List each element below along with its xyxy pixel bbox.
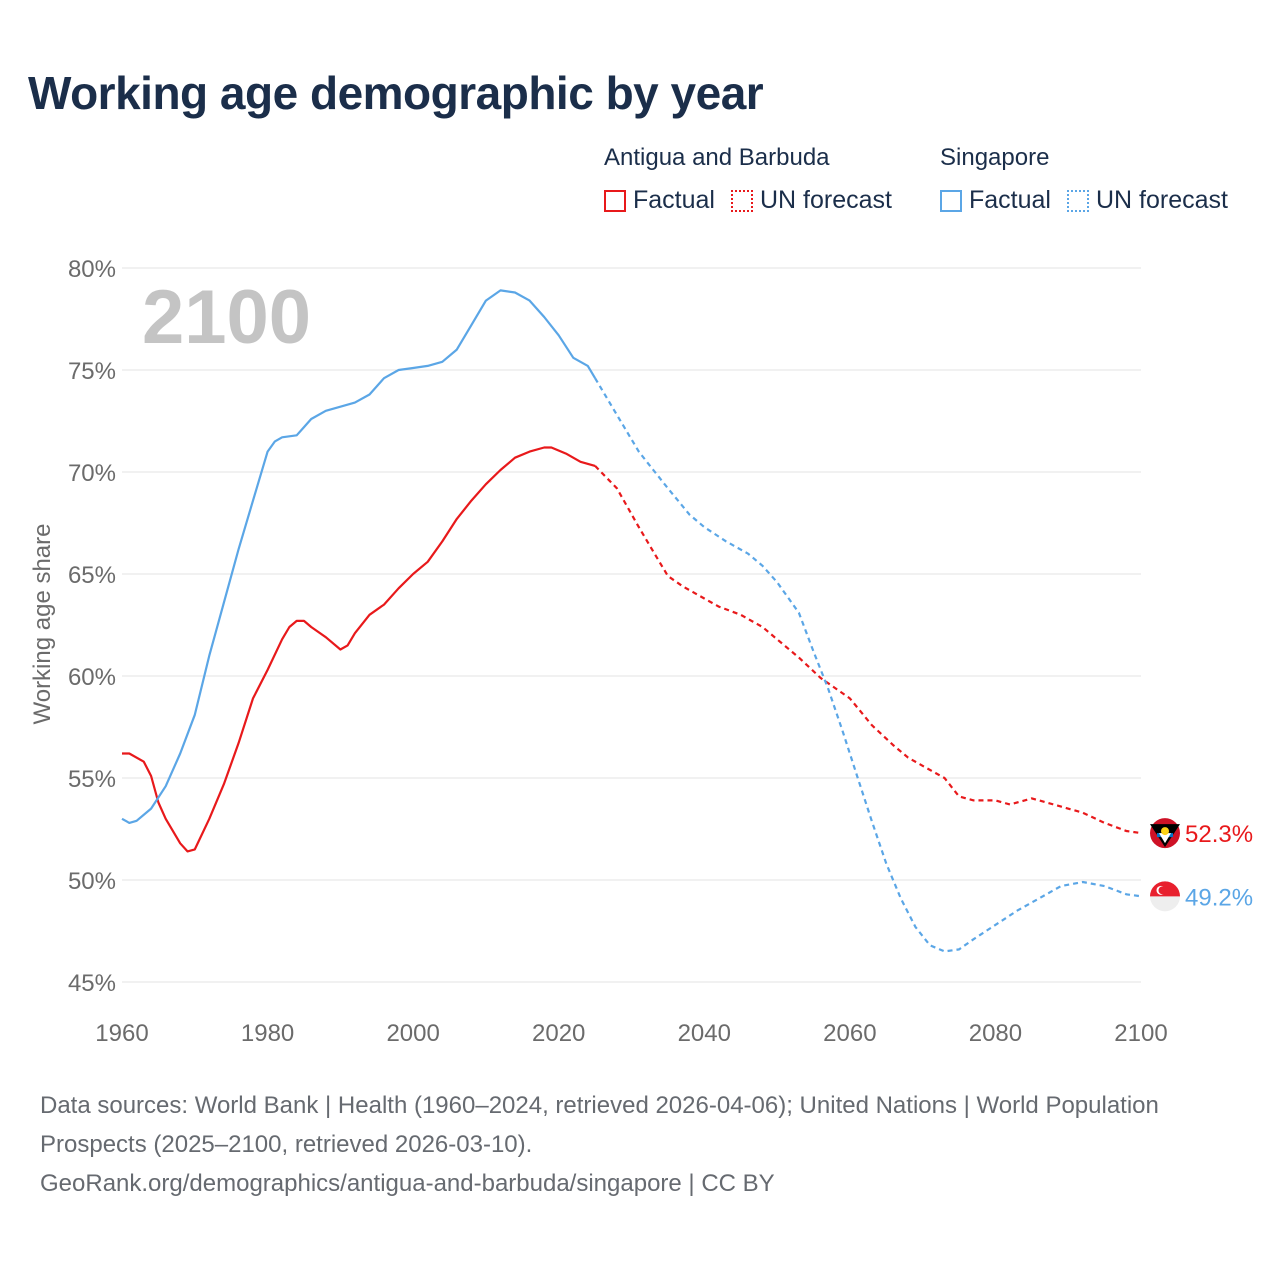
y-tick-label: 70% [68,460,116,487]
flag-crescent-cut [1158,886,1167,895]
legend-group-name: Antigua and Barbuda [604,144,830,171]
series-lines [121,289,1142,953]
end-value-label: 52.3% [1185,821,1253,848]
chart-title: Working age demographic by year [28,67,764,119]
legend-forecast-antigua[interactable]: UN forecast [730,186,892,215]
legend-forecast-singapore[interactable]: UN forecast [1066,186,1228,215]
y-axis-label: Working age share [29,524,56,725]
x-tick-label: 2020 [532,1020,585,1047]
solid-line-swatch-icon [604,189,626,212]
data-sources: Data sources: World Bank | Health (1960–… [40,1092,1159,1158]
legend-singapore: Singapore Factual UN forecast [940,144,1228,215]
x-axis-ticks: 1960 1980 2000 2020 2040 2060 2080 2100 [95,1020,1167,1047]
y-tick-label: 50% [68,868,116,895]
legend-factual-singapore[interactable]: Factual [940,186,1051,215]
y-tick-label: 75% [68,358,116,385]
series-line-forecast [594,465,1142,835]
legend-group-name: Singapore [940,144,1050,171]
legend-antigua: Antigua and Barbuda Factual UN forecast [604,144,908,215]
footer: Data sources: World Bank | Health (1960–… [40,1086,1220,1203]
solid-line-swatch-icon [940,189,962,212]
y-tick-label: 60% [68,664,116,691]
y-axis-ticks: 45% 50% 55% 60% 65% 70% 75% 80% [68,256,116,997]
flag-white-wedge [1159,833,1171,844]
attribution-link[interactable]: GeoRank.org/demographics/antigua-and-bar… [40,1170,775,1197]
x-tick-label: 2080 [969,1020,1022,1047]
singapore-flag-icon [1150,881,1180,912]
y-tick-label: 45% [68,970,116,997]
y-tick-label: 55% [68,766,116,793]
x-tick-label: 1960 [95,1020,148,1047]
flag-sun [1161,827,1169,836]
x-tick-label: 2040 [678,1020,731,1047]
end-value-label: 49.2% [1185,884,1253,911]
chart-area: 45% 50% 55% 60% 65% 70% 75% 80% 1960 1980 2000 202… [29,256,1253,1047]
x-tick-label: 1980 [241,1020,294,1047]
dotted-line-swatch-icon [730,189,753,212]
y-tick-label: 65% [68,562,116,589]
dotted-line-swatch-icon [1066,189,1089,212]
grid-lines [122,267,1141,983]
year-overlay: 2100 [142,275,311,360]
x-tick-label: 2000 [386,1020,439,1047]
series-line-factual [122,446,596,853]
end-markers: 52.3% 49.2% [1150,818,1253,912]
x-tick-label: 2100 [1114,1020,1167,1047]
series-line-factual [121,289,597,824]
series-line-forecast [594,377,1142,953]
x-tick-label: 2060 [823,1020,876,1047]
y-tick-label: 80% [68,256,116,283]
legend-factual-antigua[interactable]: Factual [604,186,715,215]
antigua-flag-icon [1150,818,1180,849]
